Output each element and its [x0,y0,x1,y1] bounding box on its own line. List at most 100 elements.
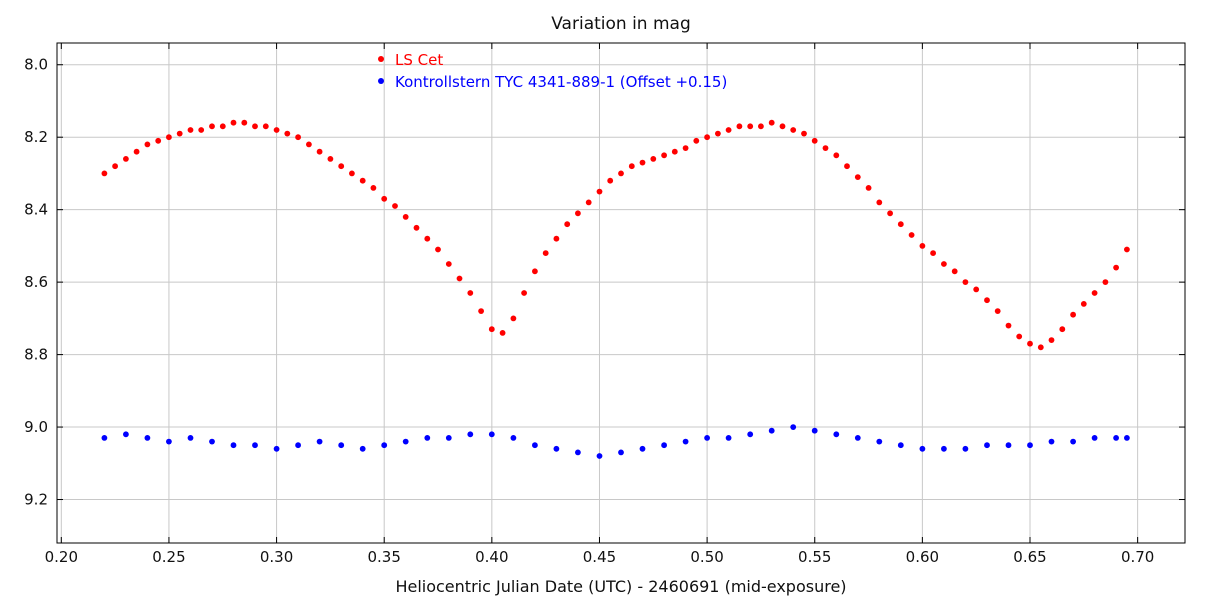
data-point [704,435,710,441]
data-point [338,163,345,170]
data-point [725,435,732,441]
y-tick-label: 8.2 [24,128,48,146]
x-tick-label: 0.70 [1121,548,1154,566]
data-point [682,145,689,152]
data-point [693,137,700,144]
data-point [1005,442,1012,449]
x-tick-label: 0.65 [1013,548,1046,566]
data-point [575,210,581,217]
data-point [435,246,441,253]
legend-label-ls-cet: LS Cet [395,51,443,69]
series-layer [101,119,1130,459]
data-point [962,279,969,285]
data-point [424,235,431,242]
data-point [155,137,162,144]
data-point [359,177,366,184]
data-point [521,290,527,296]
data-point [381,442,388,449]
data-point [133,148,140,155]
data-point [273,127,280,133]
data-point [1016,333,1023,340]
data-point [1037,344,1044,351]
data-point [618,170,624,177]
data-point [413,224,420,231]
data-point [661,152,667,159]
data-point [295,134,301,141]
data-point [1027,442,1033,449]
data-point [1048,438,1055,445]
data-point [833,152,840,159]
data-point [252,442,258,449]
data-point [747,431,754,438]
data-point [112,163,118,170]
series-kontrollstern [101,424,1130,459]
data-point [542,250,549,256]
data-point [123,156,129,162]
data-point [876,438,883,445]
data-point [790,424,797,430]
data-point [166,438,172,445]
data-point [445,261,452,267]
data-point [445,435,452,441]
data-point [209,438,215,445]
data-point [241,119,248,126]
data-point [596,453,603,459]
data-point [951,268,958,275]
grid-layer [57,43,1185,543]
plot-frame [56,42,1186,544]
data-point [941,261,947,267]
data-point [908,232,915,238]
data-point [628,163,635,170]
data-point [144,141,151,148]
data-point [887,210,893,217]
data-point [219,123,226,130]
data-point [488,326,495,333]
data-point [187,435,194,441]
data-point [510,315,517,322]
data-point [639,445,646,452]
series-ls-cet [101,119,1130,351]
data-point [553,445,560,452]
data-point [499,330,506,336]
data-point [1048,337,1055,343]
data-point [768,119,775,126]
y-tick-label: 8.6 [24,273,48,291]
data-point [402,438,409,445]
data-point [1113,264,1119,271]
data-point [790,127,797,133]
data-point [338,442,345,449]
data-point [553,235,560,242]
data-point [854,174,861,181]
data-point [994,308,1001,314]
data-point [273,445,280,452]
data-point [984,442,990,449]
x-tick-label: 0.20 [45,548,78,566]
data-point [897,221,904,228]
data-point [962,445,969,452]
data-point [123,431,129,438]
data-point [392,203,398,209]
data-point [811,137,818,144]
data-point [618,449,624,456]
legend-marker-kontrollstern [378,78,384,84]
data-point [725,127,732,133]
data-point [1070,438,1076,445]
data-point [1113,435,1119,441]
data-point [822,145,829,152]
data-point [101,435,108,441]
data-point [1070,311,1076,318]
x-tick-label: 0.60 [906,548,939,566]
data-point [973,286,980,293]
data-point [359,445,366,452]
data-point [779,123,786,130]
y-tick-label: 8.0 [24,56,48,74]
data-point [661,442,667,449]
data-point [488,431,495,438]
data-point [467,431,474,438]
x-tick-label: 0.40 [475,548,508,566]
x-tick-label: 0.30 [260,548,293,566]
data-point [349,170,355,177]
data-point [284,130,291,137]
data-point [768,427,775,434]
